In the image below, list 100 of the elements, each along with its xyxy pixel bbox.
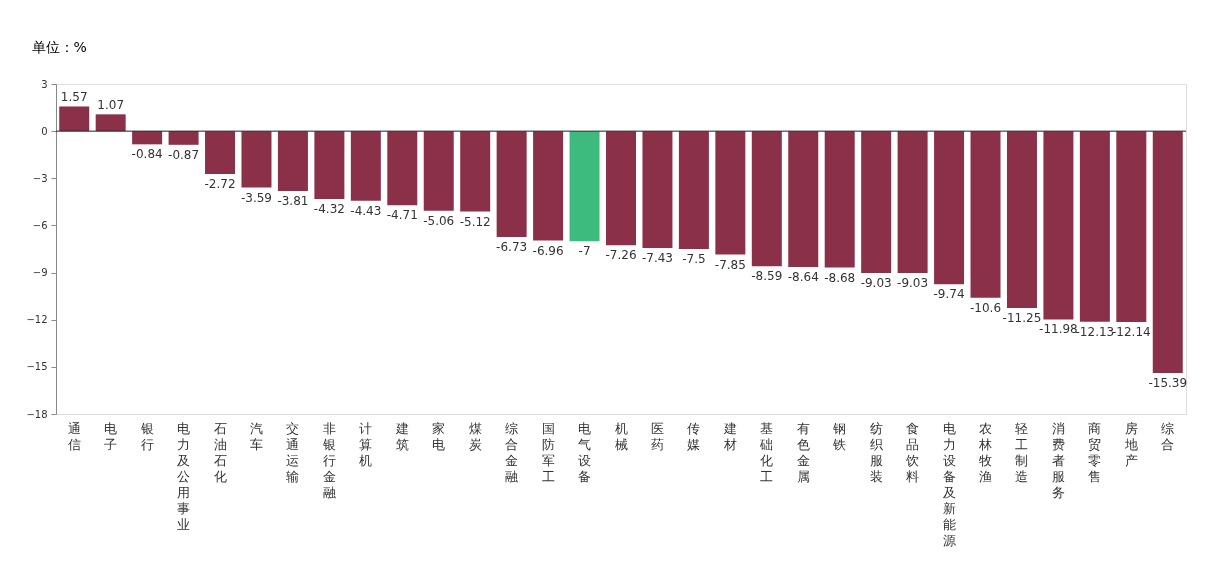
data-label: -9.74 xyxy=(933,287,965,302)
bar xyxy=(1006,131,1037,308)
data-label: -4.32 xyxy=(313,202,345,217)
x-tick-label: 纺织服装 xyxy=(869,420,883,484)
x-tick-label: 食品饮料 xyxy=(905,420,920,484)
data-label: 1.07 xyxy=(97,98,125,113)
bar xyxy=(423,131,454,211)
bar xyxy=(205,131,236,174)
bar xyxy=(678,131,709,249)
data-label: -11.25 xyxy=(1002,310,1042,325)
y-axis-title: 单位：% xyxy=(31,38,87,55)
x-tick-label: 汽车 xyxy=(249,420,263,452)
data-label: 1.57 xyxy=(60,90,88,105)
x-tick-label: 建筑 xyxy=(394,420,409,452)
x-tick-label: 银行 xyxy=(139,420,154,452)
data-label: -9.03 xyxy=(897,276,929,291)
y-tick-label: 0 xyxy=(41,125,48,137)
bar xyxy=(59,106,90,132)
bar xyxy=(168,131,199,145)
data-label: -9.03 xyxy=(860,276,892,291)
data-label: -12.14 xyxy=(1111,324,1151,339)
bar xyxy=(314,131,345,200)
data-label: -3.81 xyxy=(277,194,309,209)
data-label: -6.73 xyxy=(496,239,528,254)
x-tick-label: 国防军工 xyxy=(541,420,555,484)
data-label: -5.06 xyxy=(423,213,455,228)
bar xyxy=(387,131,418,206)
bar xyxy=(533,131,564,241)
data-label: -7.85 xyxy=(714,257,746,272)
y-tick-label: −12 xyxy=(26,314,48,326)
bar xyxy=(277,131,308,192)
bar xyxy=(569,131,600,242)
y-tick-label: −3 xyxy=(32,172,48,184)
bar xyxy=(1152,131,1183,373)
x-tick-label: 医药 xyxy=(650,420,664,452)
x-tick-label: 轻工制造 xyxy=(1015,420,1029,484)
bar xyxy=(1116,131,1147,322)
x-tick-label: 钢铁 xyxy=(832,420,847,452)
data-label: -7.26 xyxy=(605,248,637,263)
x-tick-label: 电气设备 xyxy=(578,420,592,484)
x-tick-label: 传媒 xyxy=(687,420,701,452)
data-label: -5.12 xyxy=(459,214,491,229)
bar xyxy=(970,131,1001,298)
bar xyxy=(788,131,819,267)
bar xyxy=(95,114,126,132)
bar xyxy=(715,131,746,255)
data-label: -4.71 xyxy=(386,208,418,223)
x-tick-label: 电力及公用事业 xyxy=(177,420,191,532)
x-tick-label: 有色金属 xyxy=(796,420,810,484)
x-tick-label: 综合金融 xyxy=(505,420,519,484)
x-tick-label: 基础化工 xyxy=(759,420,774,484)
x-tick-label: 计算机 xyxy=(359,420,373,468)
x-tick-label: 石油石化 xyxy=(213,420,227,484)
data-label: -0.84 xyxy=(131,147,163,162)
bar xyxy=(496,131,527,237)
data-label: -10.6 xyxy=(969,300,1002,315)
bar xyxy=(642,131,673,248)
x-tick-label: 综合 xyxy=(1161,420,1175,452)
x-tick-label: 煤炭 xyxy=(468,420,482,452)
x-tick-label: 交通运输 xyxy=(286,420,300,484)
x-tick-label: 电子 xyxy=(104,420,118,452)
x-tick-label: 房地产 xyxy=(1123,420,1138,468)
x-tick-label: 建材 xyxy=(722,420,737,452)
x-tick-label: 消费者服务 xyxy=(1051,420,1065,500)
y-tick-label: −6 xyxy=(32,219,48,231)
x-tick-label: 电力设备及新能源 xyxy=(942,420,956,548)
data-label: -8.59 xyxy=(751,269,783,284)
data-label: -7 xyxy=(578,244,591,259)
bar xyxy=(751,131,782,267)
bar xyxy=(824,131,855,268)
y-tick-label: −15 xyxy=(26,361,48,373)
data-label: -3.59 xyxy=(240,190,273,205)
bar xyxy=(132,131,163,145)
data-label: -11.98 xyxy=(1039,322,1078,337)
y-tick-label: −9 xyxy=(32,267,48,279)
x-tick-label: 农林牧渔 xyxy=(978,420,993,484)
bar xyxy=(1079,131,1110,322)
bar xyxy=(241,131,272,188)
x-tick-label: 机械 xyxy=(614,420,628,452)
bar xyxy=(934,131,965,285)
x-tick-label: 家电 xyxy=(432,420,446,452)
bar xyxy=(897,131,928,274)
data-label: -15.39 xyxy=(1148,375,1188,390)
bar xyxy=(350,131,381,201)
y-tick-label: −18 xyxy=(26,408,48,420)
data-label: -7.5 xyxy=(682,252,706,266)
x-tick-label: 通信 xyxy=(67,420,81,452)
data-label: -8.64 xyxy=(787,269,819,284)
data-label: -6.96 xyxy=(532,243,564,258)
data-label: -2.72 xyxy=(204,176,236,191)
data-label: -8.68 xyxy=(824,270,856,285)
y-tick-label: 3 xyxy=(41,78,48,90)
x-tick-label: 商贸零售 xyxy=(1088,420,1102,484)
bar xyxy=(861,131,892,274)
data-label: -0.87 xyxy=(168,147,200,162)
data-label: -4.43 xyxy=(350,203,382,218)
data-label: -7.43 xyxy=(641,250,673,265)
x-tick-label: 非银行金融 xyxy=(321,420,336,500)
bar xyxy=(1043,131,1074,320)
bar xyxy=(606,131,636,246)
